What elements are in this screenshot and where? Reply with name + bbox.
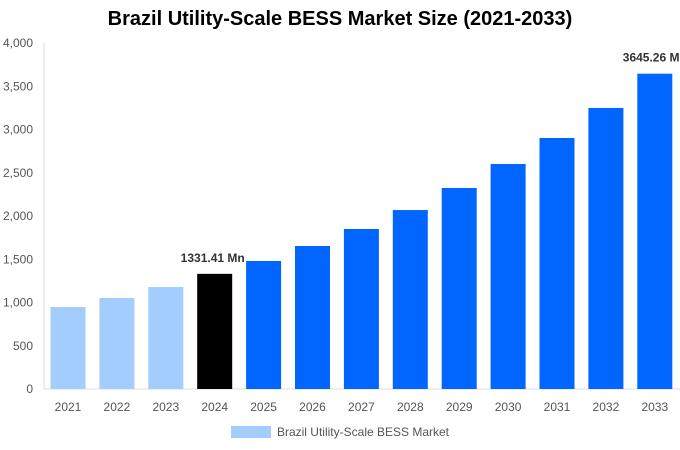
- x-tick-label: 2032: [593, 400, 620, 414]
- y-tick-label: 2,500: [3, 166, 33, 180]
- bar-2022: [99, 298, 135, 389]
- bar-2028: [392, 210, 428, 389]
- data-label: 3645.26 Mn: [623, 51, 680, 65]
- chart-title: Brazil Utility-Scale BESS Market Size (2…: [107, 8, 573, 30]
- legend: Brazil Utility-Scale BESS Market: [0, 425, 680, 439]
- bar-2021: [50, 306, 86, 389]
- x-tick-label: 2030: [495, 400, 522, 414]
- legend-swatch: [230, 426, 271, 438]
- x-tick-label: 2028: [397, 400, 424, 414]
- y-tick-label: 3,500: [3, 79, 33, 93]
- y-tick-label: 4,000: [3, 36, 33, 50]
- bar-2023: [148, 287, 184, 389]
- x-tick-label: 2029: [446, 400, 473, 414]
- bar-2030: [490, 164, 526, 389]
- x-tick-label: 2021: [55, 400, 82, 414]
- bar-2032: [588, 107, 624, 390]
- bar-2031: [539, 137, 575, 389]
- x-tick-label: 2022: [104, 400, 131, 414]
- y-tick-label: 3,000: [3, 123, 33, 137]
- data-label: 1331.41 Mn: [181, 251, 245, 265]
- x-tick-label: 2031: [544, 400, 571, 414]
- y-tick-label: 1,500: [3, 252, 33, 266]
- y-tick-label: 1,000: [3, 296, 33, 310]
- bar-2024: [197, 273, 233, 389]
- bar-2033: [637, 73, 673, 390]
- x-tick-label: 2026: [299, 400, 326, 414]
- bar-2025: [246, 260, 282, 389]
- x-tick-label: 2025: [250, 400, 277, 414]
- legend-label[interactable]: Brazil Utility-Scale BESS Market: [276, 425, 450, 439]
- x-tick-label: 2023: [152, 400, 179, 414]
- x-tick-label: 2027: [348, 400, 375, 414]
- y-tick-label: 500: [13, 339, 33, 353]
- y-tick-label: 0: [26, 382, 33, 396]
- x-tick-label: 2024: [201, 400, 228, 414]
- bar-2026: [295, 246, 330, 389]
- bar-2029: [441, 187, 477, 389]
- x-tick-label: 2033: [641, 400, 668, 414]
- y-tick-label: 2,000: [3, 209, 33, 223]
- bar-2027: [343, 228, 379, 389]
